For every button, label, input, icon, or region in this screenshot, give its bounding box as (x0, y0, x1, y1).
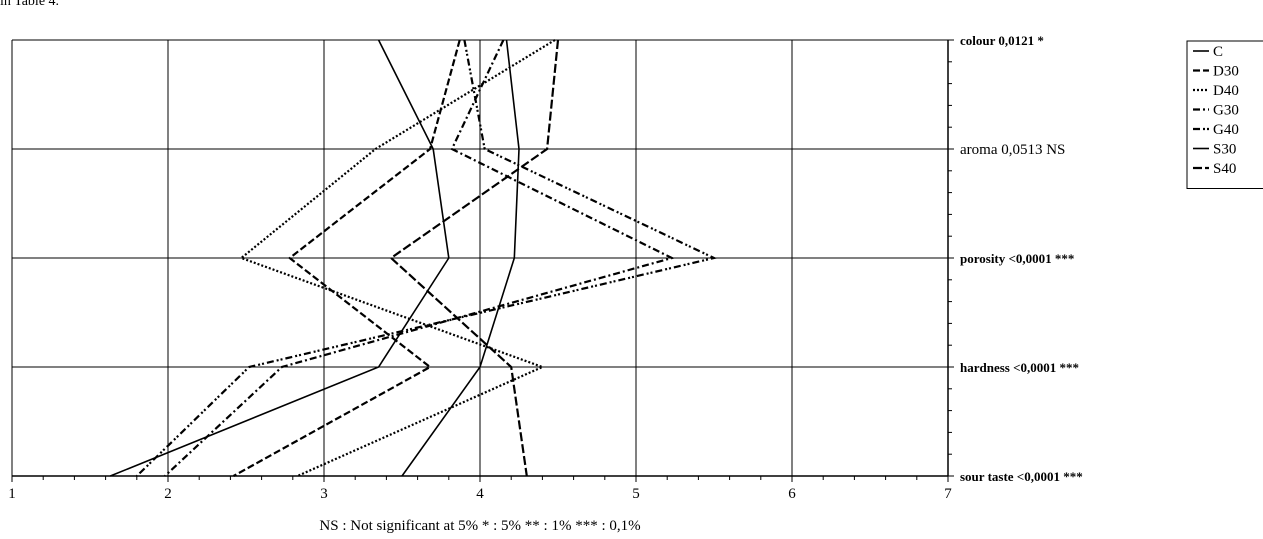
legend-label: C (1213, 44, 1223, 60)
legend-label: S30 (1213, 142, 1236, 158)
series-line-g40 (136, 39, 718, 477)
legend-label: S40 (1213, 161, 1236, 177)
x-tick-label: 1 (8, 486, 16, 502)
x-tick-label: 4 (476, 486, 484, 502)
labels: 1 2 3 4 5 6 7 colour 0,0121 * aroma 0,0513 NS por… (8, 33, 1082, 502)
legend-label: G40 (1213, 122, 1239, 138)
category-label: porosity <0,0001 *** (960, 251, 1074, 266)
legend-label: D40 (1213, 83, 1239, 99)
series-line-s40 (389, 39, 560, 477)
x-tick-label: 2 (164, 486, 172, 502)
x-tick-label: 7 (944, 486, 952, 502)
series-line-s30 (401, 39, 520, 477)
series-line-d40 (239, 39, 556, 478)
axes (11, 39, 954, 482)
category-label: sour taste <0,0001 *** (960, 469, 1083, 484)
x-tick-label: 6 (788, 486, 796, 502)
series-line-g30 (164, 39, 675, 477)
significance-footnote: NS : Not significant at 5% * : 5% ** : 1… (319, 518, 640, 534)
grid (11, 39, 949, 477)
category-label: aroma 0,0513 NS (960, 142, 1065, 158)
series-lines (109, 39, 718, 478)
legend: C D30 D40 G30 G40 S30 S40 (1186, 40, 1263, 189)
top-text-fragment: in Table 4. (0, 0, 60, 9)
category-label: hardness <0,0001 *** (960, 360, 1079, 375)
x-tick-label: 5 (632, 486, 640, 502)
legend-label: G30 (1213, 103, 1239, 119)
series-line-c (109, 39, 450, 477)
x-tick-label: 3 (320, 486, 328, 502)
category-label: colour 0,0121 * (960, 33, 1044, 48)
series-line-d30 (232, 39, 461, 477)
legend-label: D30 (1213, 64, 1239, 80)
legend-box (1186, 40, 1263, 189)
